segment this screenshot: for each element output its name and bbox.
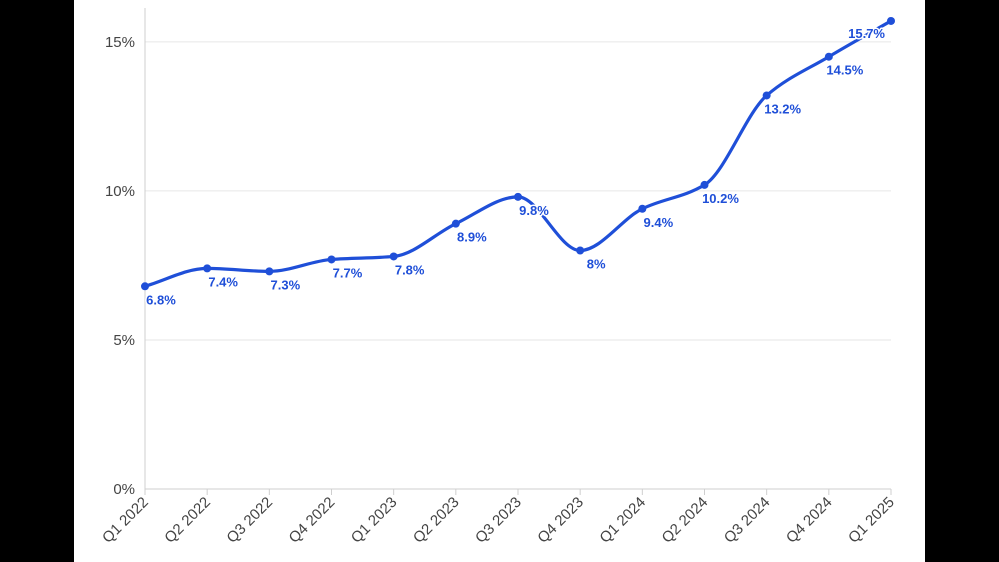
data-label: 6.8% bbox=[146, 292, 176, 307]
x-tick-label: Q3 2022 bbox=[223, 494, 276, 547]
data-label: 14.5% bbox=[826, 63, 863, 78]
data-label: 7.3% bbox=[271, 277, 301, 292]
data-label: 15.7% bbox=[848, 26, 885, 41]
y-tick-label: 5% bbox=[113, 332, 135, 349]
x-tick-label: Q1 2022 bbox=[99, 494, 152, 547]
line-chart: 0%5%10%15%Q1 2022 Q2 2022 Q3 2022 Q4 2022 Q1… bbox=[99, 8, 898, 547]
chart-panel: 0% 5% 10% 15% Q1 2022 Q2 2022 Q3 2022 Q4 2022 Q1… bbox=[74, 0, 925, 562]
data-point bbox=[141, 282, 149, 291]
data-label: 8% bbox=[587, 257, 606, 272]
x-tick-label: Q4 2024 bbox=[783, 494, 836, 547]
x-tick-label: Q3 2024 bbox=[721, 494, 774, 547]
data-label: 9.4% bbox=[644, 215, 674, 230]
x-tick-label: Q2 2023 bbox=[410, 494, 463, 547]
x-tick-label: Q4 2023 bbox=[534, 494, 587, 547]
data-point bbox=[700, 180, 709, 189]
x-tick-label: Q1 2023 bbox=[348, 494, 401, 547]
data-point bbox=[514, 192, 522, 201]
data-point bbox=[203, 264, 212, 273]
data-point bbox=[265, 267, 274, 276]
y-tick-label: 10% bbox=[105, 183, 135, 200]
data-point bbox=[327, 255, 336, 264]
data-point bbox=[638, 204, 647, 213]
x-tick-label: Q1 2025 bbox=[845, 494, 898, 547]
x-tick-label: Q1 2024 bbox=[596, 494, 649, 547]
y-tick-label: 0% bbox=[113, 481, 135, 498]
data-point bbox=[389, 252, 398, 261]
data-label: 7.4% bbox=[208, 274, 238, 289]
x-tick-label: Q2 2022 bbox=[161, 494, 214, 547]
data-label: 7.7% bbox=[333, 265, 363, 280]
data-label: 9.8% bbox=[519, 203, 549, 218]
data-label: 10.2% bbox=[702, 191, 739, 206]
data-label: 7.8% bbox=[395, 262, 425, 277]
data-point bbox=[762, 91, 771, 100]
x-tick-label: Q3 2023 bbox=[472, 494, 525, 547]
data-point bbox=[887, 16, 895, 25]
series-line bbox=[143, 19, 893, 288]
data-point bbox=[576, 246, 585, 255]
x-tick-label: Q2 2024 bbox=[659, 494, 712, 547]
data-label: 13.2% bbox=[764, 101, 801, 116]
data-point bbox=[451, 219, 460, 228]
data-point bbox=[824, 52, 833, 61]
x-tick-label: Q4 2022 bbox=[286, 494, 339, 547]
y-tick-label: 15% bbox=[105, 34, 135, 51]
data-label: 8.9% bbox=[457, 230, 487, 245]
